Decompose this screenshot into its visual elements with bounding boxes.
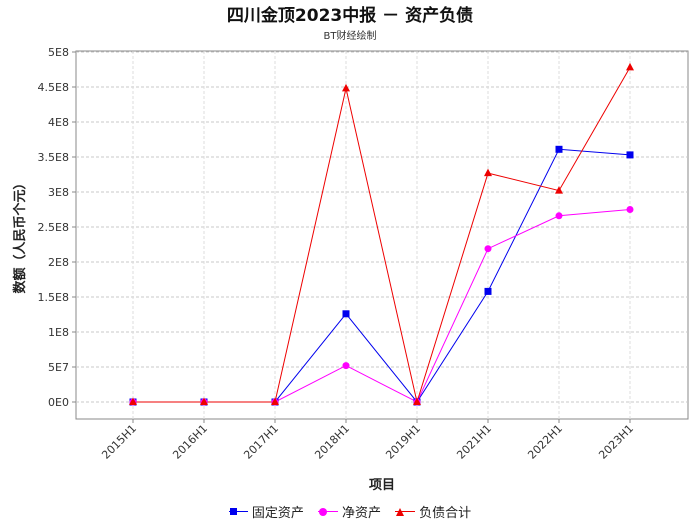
y-tick-label: 5E8 xyxy=(48,46,69,59)
legend-item-net-assets: 净资产 xyxy=(317,502,381,521)
legend-label: 净资产 xyxy=(341,506,381,521)
x-axis-title: 项目 xyxy=(369,478,395,493)
data-point-2-7 xyxy=(626,62,634,71)
x-tick-label: 2023H1 xyxy=(596,422,636,462)
x-tick-label: 2015H1 xyxy=(99,422,139,462)
data-point-1-3 xyxy=(342,362,350,370)
data-point-1-5 xyxy=(484,245,492,253)
data-point-2-4 xyxy=(413,397,421,405)
y-tick-label: 2E8 xyxy=(48,256,69,269)
series-lines xyxy=(129,62,634,406)
x-tick-label: 2016H1 xyxy=(170,422,210,462)
x-tick-label: 2019H1 xyxy=(383,422,423,462)
y-tick-label: 2.5E8 xyxy=(38,221,69,234)
grid-lines xyxy=(76,51,688,419)
y-tick-label: 1.5E8 xyxy=(38,291,69,304)
data-point-2-6 xyxy=(555,186,563,194)
y-tick-label: 4.5E8 xyxy=(38,81,69,94)
circle-marker-icon xyxy=(318,507,327,516)
data-point-0-3 xyxy=(342,310,350,318)
square-marker-icon xyxy=(229,508,237,515)
data-point-2-3 xyxy=(342,83,350,92)
data-point-0-7 xyxy=(626,151,634,159)
y-tick-label: 0E0 xyxy=(48,396,69,409)
y-tick-label: 3E8 xyxy=(48,186,69,199)
data-point-2-5 xyxy=(484,168,492,177)
legend-label: 负债合计 xyxy=(419,506,472,521)
data-point-2-2 xyxy=(271,397,279,405)
data-point-2-0 xyxy=(129,397,137,405)
x-tick-label: 2021H1 xyxy=(454,422,494,462)
chart-subtitle: BT财经绘制 xyxy=(323,31,377,42)
y-tick-label: 5E7 xyxy=(48,361,69,374)
y-tick-label: 4E8 xyxy=(48,116,69,129)
y-tick-label: 3.5E8 xyxy=(38,151,69,164)
x-tick-label: 2018H1 xyxy=(312,422,352,462)
x-tick-label: 2017H1 xyxy=(241,422,281,462)
y-axis: 0E0 5E7 1E8 1.5E8 2E8 2.5E8 3E8 3.5E8 4E8 4.5E8 5E… xyxy=(38,46,76,409)
legend-item-fixed-assets: 固定资产 xyxy=(228,502,304,521)
legend-item-total-liabilities: 负债合计 xyxy=(395,502,471,521)
data-point-1-7 xyxy=(626,206,634,213)
chart-title: 四川金顶2023中报 － 资产负债 xyxy=(226,6,474,26)
series-line-2 xyxy=(133,67,631,404)
legend-label: 固定资产 xyxy=(251,506,304,521)
x-axis: 2015H1 2016H1 2017H1 2018H1 2019H1 2021H1 2022… xyxy=(99,419,636,462)
triangle-marker-icon xyxy=(396,507,405,516)
data-point-0-6 xyxy=(555,145,563,153)
data-point-0-5 xyxy=(484,287,492,295)
y-tick-label: 1E8 xyxy=(48,326,69,339)
data-point-1-6 xyxy=(555,212,563,220)
legend: 固定资产 净资产 负债合计 xyxy=(0,501,700,521)
data-point-2-1 xyxy=(200,397,208,405)
x-tick-label: 2022H1 xyxy=(525,422,565,462)
plot-area xyxy=(75,50,689,420)
y-axis-title: 数额（人民币个元） xyxy=(12,176,28,293)
